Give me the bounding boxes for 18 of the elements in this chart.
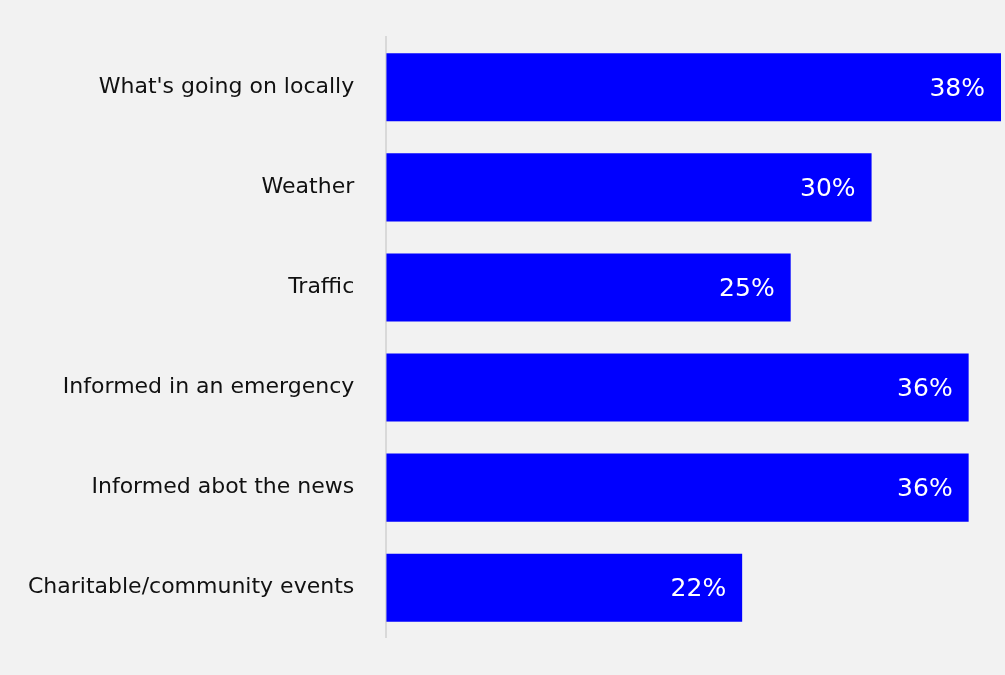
y-tick-label: Weather [261, 173, 356, 199]
bar [386, 353, 969, 422]
data-label: 36% [897, 473, 953, 503]
data-label: 22% [670, 573, 727, 603]
data-label: 38% [929, 72, 985, 102]
y-tick-label: Charitable/community events [27, 573, 355, 599]
bar [386, 253, 791, 322]
data-label: 25% [719, 272, 775, 302]
bar [386, 53, 1001, 122]
y-tick-label: Traffic [287, 273, 355, 299]
data-label: 30% [800, 172, 856, 202]
bar [386, 153, 872, 222]
y-tick-label: What's going on locally [98, 72, 355, 98]
data-label: 36% [897, 373, 953, 403]
y-tick-label: Informed in an emergency [62, 373, 355, 399]
bar [386, 553, 743, 622]
y-tick-label: Informed abot the news [91, 473, 355, 499]
bar [386, 453, 969, 522]
